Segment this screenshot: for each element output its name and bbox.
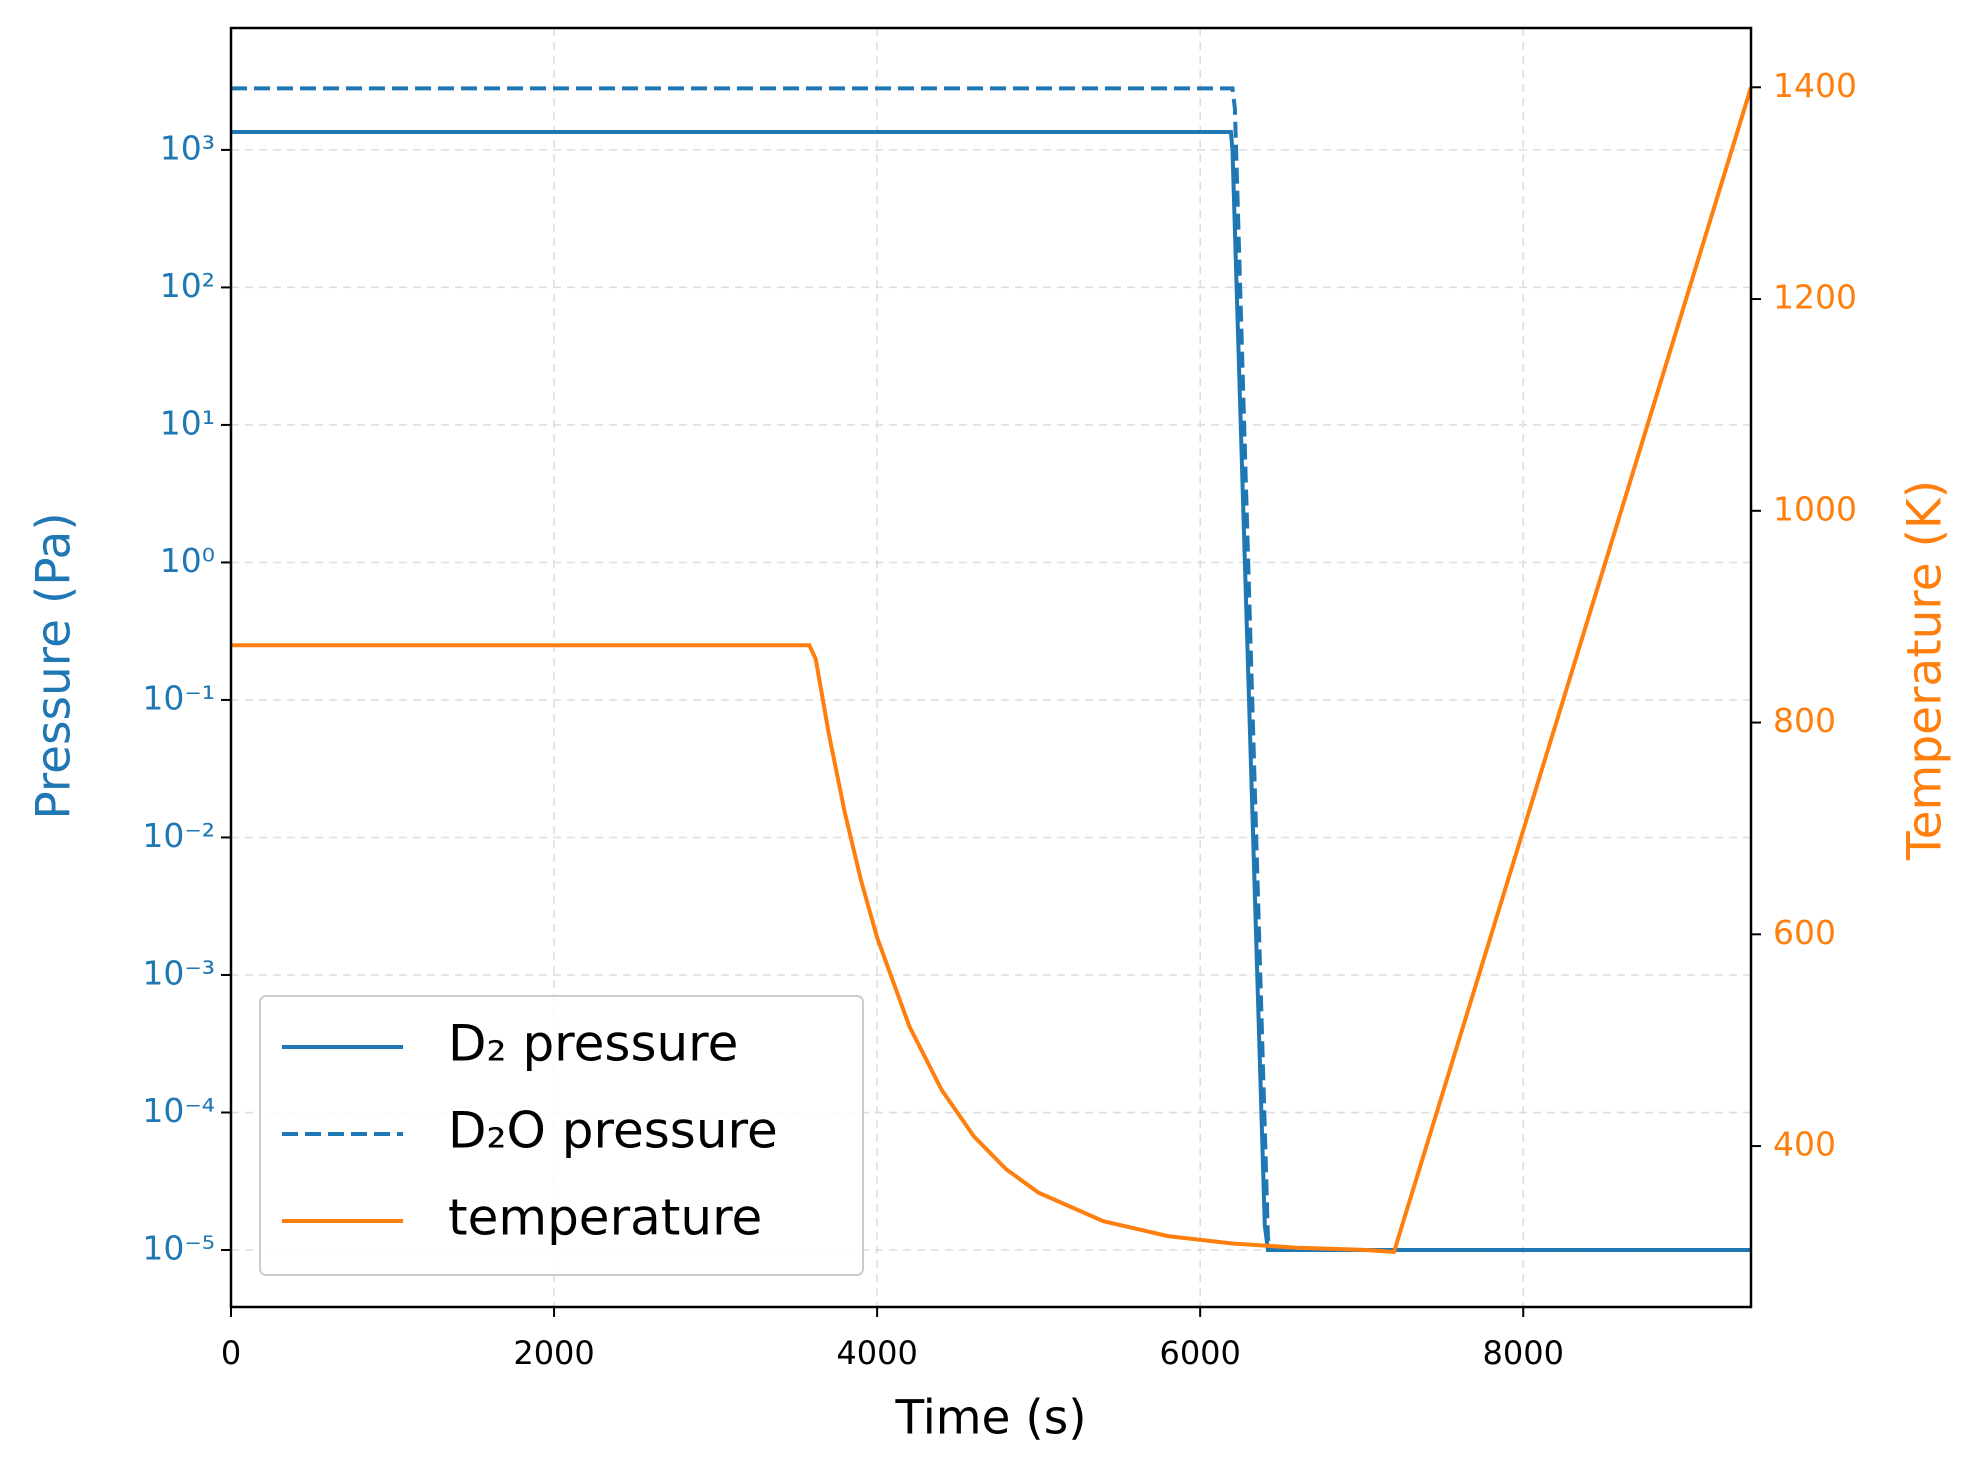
legend-box xyxy=(259,995,864,1276)
y-tick-label: 10² xyxy=(160,266,215,305)
x-tick-label: 6000 xyxy=(1159,1334,1240,1372)
y-tick-label: 10⁰ xyxy=(160,541,215,580)
y-tick-label: 10⁻⁴ xyxy=(142,1091,215,1130)
x-axis-label: Time (s) xyxy=(894,1391,1086,1446)
x-tick-label: 0 xyxy=(221,1334,241,1372)
y2-tick-label: 400 xyxy=(1773,1125,1836,1164)
y-tick-label: 10⁻¹ xyxy=(142,678,215,717)
legend-label: D₂O pressure xyxy=(448,1102,778,1160)
y2-tick-label: 1400 xyxy=(1773,66,1857,105)
y-tick-label: 10⁻² xyxy=(142,816,215,855)
legend-label: temperature xyxy=(448,1189,762,1247)
y2-axis-label: Temperature (K) xyxy=(1898,480,1953,861)
y2-tick-label: 1000 xyxy=(1773,489,1857,528)
x-tick-label: 4000 xyxy=(836,1334,917,1372)
legend-label: D₂ pressure xyxy=(448,1015,738,1073)
line xyxy=(231,86,1753,1254)
y2-tick-label: 800 xyxy=(1773,701,1836,740)
y2-tick-label: 1200 xyxy=(1773,278,1857,317)
y-tick-label: 10⁻⁵ xyxy=(142,1228,215,1267)
y2-tick-label: 600 xyxy=(1773,913,1836,952)
y-tick-label: 10¹ xyxy=(160,403,215,442)
x-tick-label: 8000 xyxy=(1483,1334,1564,1372)
x-tick-label: 2000 xyxy=(513,1334,594,1372)
y-axis-label: Pressure (Pa) xyxy=(27,512,82,819)
y-tick-label: 10⁻³ xyxy=(142,953,215,992)
plot-frame xyxy=(229,26,1753,1309)
y-tick-label: 10³ xyxy=(160,128,215,167)
